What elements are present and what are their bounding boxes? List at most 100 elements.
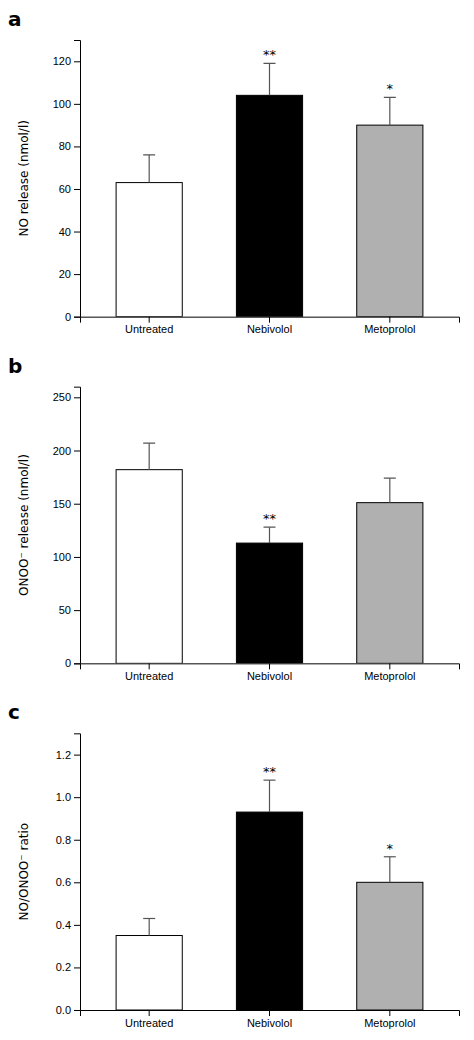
error-bar-stem (269, 63, 270, 95)
panel-label: a (8, 7, 22, 31)
x-tick: Metoprolol (364, 663, 415, 682)
tick-mark (269, 663, 270, 669)
tick-mark (74, 146, 80, 147)
error-bar-cap (384, 856, 396, 857)
error-bar-cap (264, 780, 276, 781)
y-tick: 20 (59, 268, 80, 280)
error-bar (264, 780, 276, 812)
y-tick: 200 (53, 445, 80, 457)
error-bar (143, 155, 155, 183)
error-bar-stem (149, 155, 150, 183)
axis-line (81, 664, 460, 670)
y-tick: 100 (53, 551, 80, 563)
error-bar (264, 527, 276, 543)
bar (357, 503, 423, 664)
tick-mark (74, 232, 80, 233)
y-tick: 1.0 (56, 791, 80, 803)
tick-mark (74, 189, 80, 190)
tick-label: 0.6 (56, 876, 71, 888)
error-bar-stem (269, 780, 270, 812)
tick-mark (389, 1010, 390, 1016)
bar (357, 882, 423, 1010)
tick-label: Untreated (125, 323, 173, 335)
tick-label: 1.0 (56, 791, 71, 803)
tick-mark (74, 274, 80, 275)
error-bar (143, 918, 155, 935)
tick-label: Untreated (125, 670, 173, 682)
tick-mark (74, 1010, 80, 1011)
bar (236, 95, 302, 316)
error-bar-cap (143, 442, 155, 443)
x-tick: Untreated (125, 317, 173, 336)
tick-mark (74, 882, 80, 883)
bar (236, 543, 302, 663)
tick-label: 0 (65, 657, 71, 669)
annotation: * (387, 841, 394, 856)
plot-area (116, 780, 423, 1010)
tick-mark (269, 1010, 270, 1016)
y-tick: 40 (59, 226, 80, 238)
error-bar-cap (143, 918, 155, 919)
y-axis: 050100150200250 (53, 387, 81, 669)
error-bar-stem (389, 97, 390, 125)
tick-mark (74, 610, 80, 611)
x-tick: Metoprolol (364, 317, 415, 336)
y-tick: 0.6 (56, 876, 80, 888)
panel: 0.00.20.40.60.81.01.2UntreatedNebivololM… (8, 700, 460, 1028)
error-bar-cap (143, 154, 155, 155)
error-bar (143, 443, 155, 470)
x-tick: Untreated (125, 1010, 173, 1029)
bar (116, 936, 182, 1010)
error-bar (384, 857, 396, 883)
y-tick: 100 (53, 98, 80, 110)
error-bar-cap (384, 97, 396, 98)
tick-label: 80 (59, 140, 71, 152)
y-tick: 0 (65, 311, 80, 323)
annotation: * (387, 81, 394, 96)
bar (116, 470, 182, 664)
axis-line (81, 1011, 460, 1017)
tick-mark (149, 1010, 150, 1016)
tick-mark (149, 663, 150, 669)
tick-mark (74, 504, 80, 505)
tick-mark (74, 317, 80, 318)
tick-label: Untreated (125, 1017, 173, 1029)
error-bar-cap (264, 527, 276, 528)
panel: 020406080100120UntreatedNebivololMetopro… (8, 7, 460, 335)
tick-label: 40 (59, 226, 71, 238)
figure: 020406080100120UntreatedNebivololMetopro… (0, 0, 474, 1040)
bar (116, 183, 182, 317)
axis-line (74, 41, 81, 318)
tick-label: 1.2 (56, 749, 71, 761)
axis-line (81, 317, 460, 323)
tick-label: Metoprolol (364, 670, 415, 682)
error-bar (264, 63, 276, 95)
panel: 050100150200250UntreatedNebivololMetopro… (8, 354, 460, 682)
y-tick: 0.2 (56, 961, 80, 973)
tick-mark (74, 397, 80, 398)
annotation: ** (263, 764, 277, 779)
annotation: ** (263, 47, 277, 62)
axis-line (74, 734, 81, 1011)
panel-label: c (8, 700, 20, 724)
x-tick: Untreated (125, 663, 173, 682)
tick-label: Metoprolol (364, 323, 415, 335)
tick-label: Nebivolol (247, 323, 292, 335)
tick-mark (74, 967, 80, 968)
plot-area (116, 443, 423, 663)
tick-mark (74, 925, 80, 926)
error-bar-cap (384, 478, 396, 479)
y-tick: 0.8 (56, 834, 80, 846)
y-axis-title: NO release (nmol/l) (17, 120, 31, 237)
tick-label: 250 (53, 391, 71, 403)
tick-label: 0 (65, 311, 71, 323)
tick-label: 50 (59, 604, 71, 616)
error-bar-stem (389, 857, 390, 883)
tick-mark (269, 317, 270, 323)
y-tick: 50 (59, 604, 80, 616)
y-tick: 120 (53, 55, 80, 67)
tick-label: Metoprolol (364, 1017, 415, 1029)
error-bar-cap (264, 63, 276, 64)
tick-mark (389, 663, 390, 669)
y-tick: 0.4 (56, 919, 80, 931)
